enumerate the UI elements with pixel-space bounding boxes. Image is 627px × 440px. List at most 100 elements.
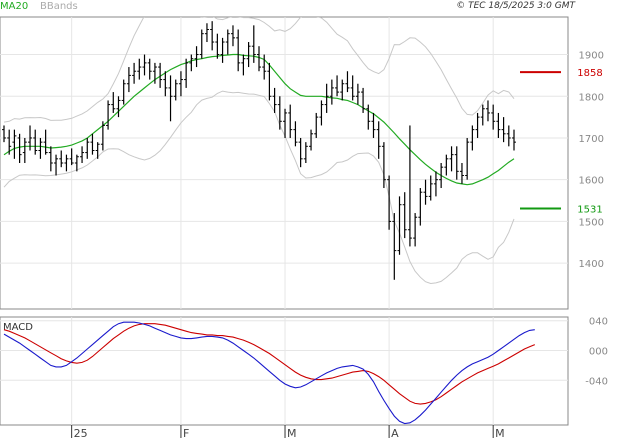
ohlc-bar (413, 213, 418, 247)
ohlc-bar (361, 87, 366, 113)
ohlc-bar (189, 54, 194, 72)
ohlc-bar (459, 163, 464, 184)
ohlc-bar (324, 83, 329, 113)
price-y-tick-label: 1600 (579, 176, 604, 187)
ohlc-bar (85, 137, 90, 159)
price-levels: 1858 1531 (520, 68, 603, 215)
legend-bbands: BBands (40, 1, 78, 12)
x-axis: 25 F M A M (71, 425, 505, 440)
ohlc-bar (168, 75, 173, 122)
ohlc-bar (90, 133, 95, 155)
ohlc-bar (335, 75, 340, 97)
x-tick-label: M (495, 427, 505, 440)
ohlc-bar (397, 196, 402, 255)
ohlc-bar (283, 108, 288, 138)
ohlc-bar (106, 100, 111, 130)
ohlc-bar (319, 100, 324, 126)
ohlc-bar (95, 142, 100, 159)
price-y-axis: 1400 1500 1600 1700 1800 1900 (579, 51, 604, 271)
ohlc-bar (272, 87, 277, 113)
ohlc-bar (277, 96, 282, 130)
ohlc-bar (230, 25, 235, 47)
price-y-tick-label: 1500 (579, 217, 604, 228)
ohlc-bar (236, 29, 241, 72)
ohlc-bar (501, 117, 506, 143)
ohlc-bar (392, 213, 397, 280)
ohlc-bar (38, 137, 43, 159)
ohlc-bar (142, 54, 147, 76)
ohlc-bar (28, 125, 33, 151)
ohlc-bar (100, 121, 105, 151)
price-panel (0, 16, 569, 310)
ohlc-bar (12, 129, 17, 159)
ohlc-bar (64, 154, 69, 172)
ohlc-bar (423, 179, 428, 205)
ohlc-bar (314, 112, 319, 138)
ohlc-bar (158, 62, 163, 88)
ohlc-bar (22, 137, 27, 163)
ohlc-bar (454, 146, 459, 180)
ohlc-bar (496, 112, 501, 138)
macd-line (3, 321, 535, 425)
ohlc-bar (512, 129, 516, 151)
ohlc-bar (121, 79, 126, 105)
ohlc-bar (257, 46, 261, 72)
x-tick-label: M (287, 427, 297, 440)
price-y-tick-label: 1400 (579, 259, 604, 270)
ohlc-bar (241, 54, 246, 76)
ohlc-bar (80, 146, 85, 163)
ohlc-bar (433, 171, 438, 197)
price-gridlines (0, 17, 568, 309)
ohlc-bar (152, 62, 157, 84)
ohlc-bar (470, 125, 475, 151)
ohlc-bar (246, 42, 251, 68)
ohlc-bar (43, 129, 48, 155)
copyright-label: © TEC 18/5/2025 3:0 GMT (456, 1, 576, 11)
ohlc-bar (340, 79, 345, 101)
bbands-lower-line (3, 90, 515, 285)
ohlc-bar (355, 83, 360, 105)
macd-signal-line (3, 323, 536, 405)
ohlc-bar (7, 129, 12, 155)
price-y-tick-label: 1700 (579, 134, 604, 145)
ohlc-bar (17, 133, 22, 163)
ohlc-bar (371, 112, 376, 138)
ohlc-bar (215, 33, 220, 59)
ohlc-bar (111, 92, 116, 113)
ohlc-bar (376, 121, 381, 159)
ohlc-bar (199, 29, 204, 59)
ohlc-bar (54, 154, 59, 176)
ohlc-bar (194, 46, 199, 68)
ohlc-bar (465, 137, 470, 180)
ohlc-bar (74, 154, 79, 172)
ohlc-bar (366, 104, 371, 130)
ohlc-bar (163, 71, 168, 97)
ohlc-bar (407, 125, 412, 247)
macd-y-tick-label: 000 (589, 347, 608, 358)
ohlc-bar (309, 129, 314, 151)
ohlc-bar (173, 79, 178, 101)
ohlc-bar (210, 21, 215, 51)
ohlc-bar (2, 125, 6, 143)
ohlc-bar (439, 163, 444, 189)
ohlc-bar (475, 112, 480, 138)
ohlc-bar (33, 129, 38, 155)
ohlc-bar (485, 100, 490, 122)
legend-ma: MA20 (0, 1, 28, 12)
ohlc-bar (298, 137, 303, 168)
ohlc-bar (293, 121, 298, 147)
ohlc-bar (126, 67, 131, 93)
ohlc-bars (2, 21, 516, 280)
ohlc-bar (132, 62, 137, 84)
level-label: 1531 (577, 204, 602, 215)
x-tick-label: 25 (74, 427, 88, 440)
ohlc-bar (491, 104, 496, 130)
ohlc-bar (137, 58, 142, 80)
ohlc-bar (345, 71, 350, 93)
ohlc-bar (220, 37, 225, 63)
macd-title: MACD (3, 322, 33, 333)
x-tick-label: A (391, 427, 399, 440)
ohlc-bar (59, 150, 64, 168)
ohlc-bar (428, 175, 433, 201)
